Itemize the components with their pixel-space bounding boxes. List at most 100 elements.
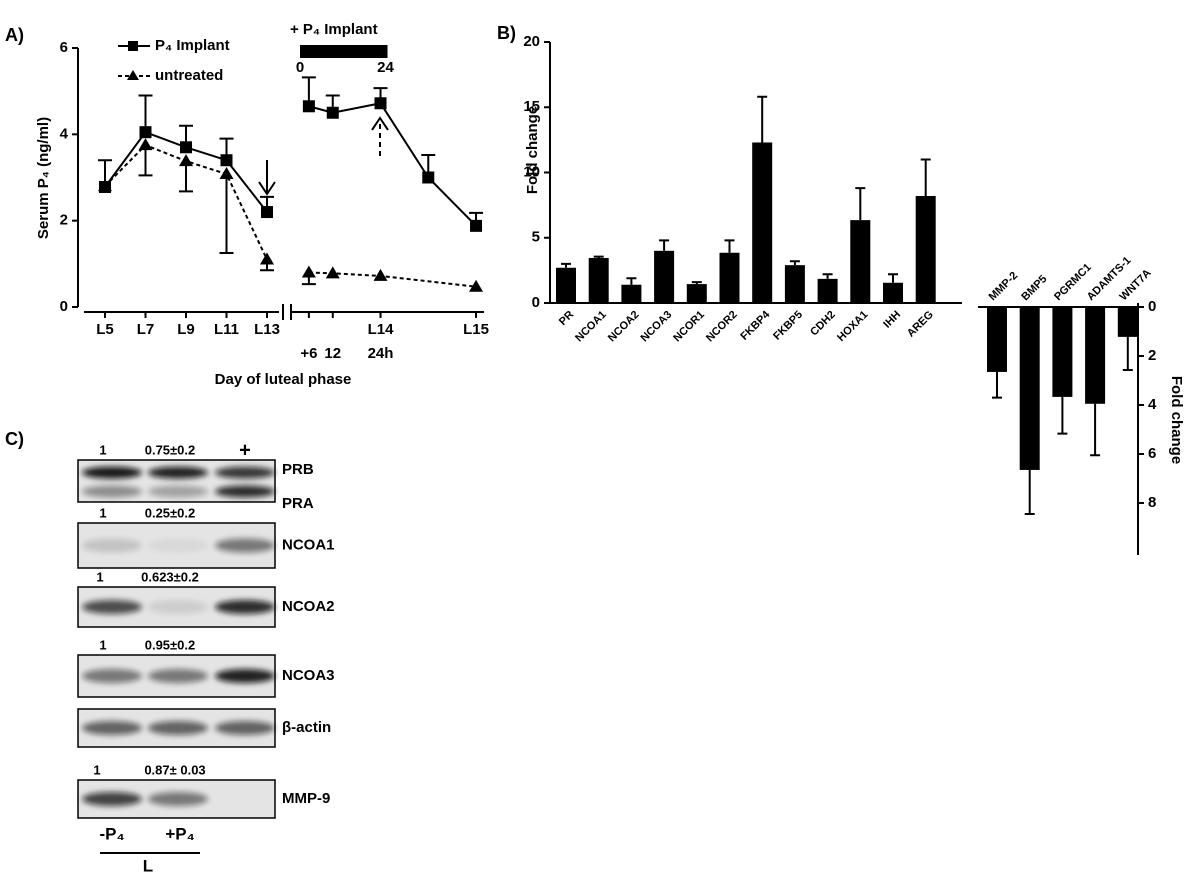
error-bar <box>855 187 866 221</box>
blot-quant: 0.25±0.2 <box>145 505 196 520</box>
implant-bar <box>300 45 388 58</box>
y-tick-label: 8 <box>1148 494 1156 511</box>
error-bar <box>724 239 735 253</box>
bar <box>686 284 707 303</box>
error-bar <box>691 281 702 285</box>
implant-label: + P₄ Implant <box>290 21 378 38</box>
blot-band <box>82 792 142 806</box>
error-bar <box>179 161 193 193</box>
bar <box>556 267 576 303</box>
blot-quant: 1 <box>99 442 106 457</box>
blot-band <box>148 466 208 479</box>
error-bar <box>219 174 234 255</box>
blot-quant: 0.95±0.2 <box>145 637 196 652</box>
blot-label: β-actin <box>282 719 331 736</box>
blot-band <box>215 485 275 498</box>
x-tick-label: +6 <box>300 345 317 362</box>
error-bar <box>138 145 153 177</box>
point <box>219 167 234 180</box>
y-tick-label: 5 <box>532 229 540 246</box>
point <box>260 252 274 265</box>
error-bar <box>992 371 1002 399</box>
arrow-head <box>258 181 276 196</box>
y-tick-label: 6 <box>60 39 68 56</box>
x-tick-label: L5 <box>96 321 114 338</box>
error-bar <box>822 273 833 279</box>
bar <box>1117 307 1138 337</box>
point <box>326 106 339 119</box>
blot-band <box>148 669 208 683</box>
blot-label: NCOA2 <box>282 598 335 615</box>
error-bar <box>920 158 931 196</box>
bar <box>915 195 936 303</box>
x-tick-label: L14 <box>368 321 395 338</box>
legend-label: untreated <box>155 67 223 84</box>
series-line <box>308 271 477 288</box>
point <box>373 268 388 281</box>
blot-band <box>82 669 142 683</box>
blot-quant: 0.87± 0.03 <box>144 762 205 777</box>
bar <box>1085 307 1106 404</box>
legend-marker <box>128 41 138 51</box>
blot-quant: 1 <box>99 505 106 520</box>
error-bar <box>1024 469 1035 516</box>
error-bar <box>757 95 768 143</box>
blot-quant: + <box>239 439 251 461</box>
blot <box>77 459 276 503</box>
y-tick-label: 4 <box>1148 396 1157 413</box>
y-tick-label: 10 <box>523 163 540 180</box>
blot-band <box>148 485 208 498</box>
blot <box>77 586 276 628</box>
point <box>220 154 233 167</box>
point <box>301 265 316 278</box>
blot-band <box>215 600 275 614</box>
blot-band <box>215 669 275 683</box>
blot-band <box>148 538 208 553</box>
y-tick-label: 15 <box>523 98 540 115</box>
y-tick-label: 0 <box>1148 298 1156 315</box>
y-tick-label: 0 <box>60 298 68 315</box>
error-bar <box>626 277 637 285</box>
y-tick-label: 2 <box>1148 347 1156 364</box>
error-bar <box>138 94 153 133</box>
blot-band <box>215 466 275 479</box>
x-tick-label: 12 <box>324 345 341 362</box>
arrow-head <box>371 116 389 131</box>
y-axis-label: Fold change <box>1168 376 1185 464</box>
bar <box>588 257 609 303</box>
lane-label: +P₄ <box>165 824 194 843</box>
bar <box>719 252 740 303</box>
panel-label: A) <box>5 25 24 45</box>
x-tick-label: L9 <box>177 321 195 338</box>
y-tick-label: 6 <box>1148 445 1156 462</box>
bar <box>1052 307 1073 397</box>
lane-label: -P₄ <box>99 824 124 843</box>
blot-label: NCOA1 <box>282 536 335 553</box>
point <box>302 100 315 113</box>
y-axis-label: Serum P₄ (ng/ml) <box>35 117 52 239</box>
point <box>470 219 483 232</box>
panel-label: B) <box>497 23 516 43</box>
blot-quant: 1 <box>99 637 106 652</box>
error-bar <box>888 273 898 283</box>
bar <box>883 282 903 303</box>
y-tick-label: 0 <box>532 294 540 311</box>
blot-quant: 0.623±0.2 <box>141 569 199 584</box>
blot-band <box>82 538 142 553</box>
blot <box>77 654 276 698</box>
error-bar <box>561 262 571 268</box>
blot <box>77 522 276 569</box>
point <box>422 171 435 184</box>
bar <box>850 220 871 303</box>
error-bar <box>789 260 800 266</box>
blot-label: PRB <box>282 461 314 478</box>
point <box>180 141 192 154</box>
group-label: L <box>143 856 153 875</box>
bar <box>1019 307 1040 470</box>
bar <box>987 307 1007 372</box>
blot-quant: 0.75±0.2 <box>145 442 196 457</box>
x-tick-label: L11 <box>214 321 239 338</box>
bar <box>817 278 838 303</box>
error-bar <box>1090 403 1101 457</box>
implant-start: 0 <box>296 59 304 76</box>
